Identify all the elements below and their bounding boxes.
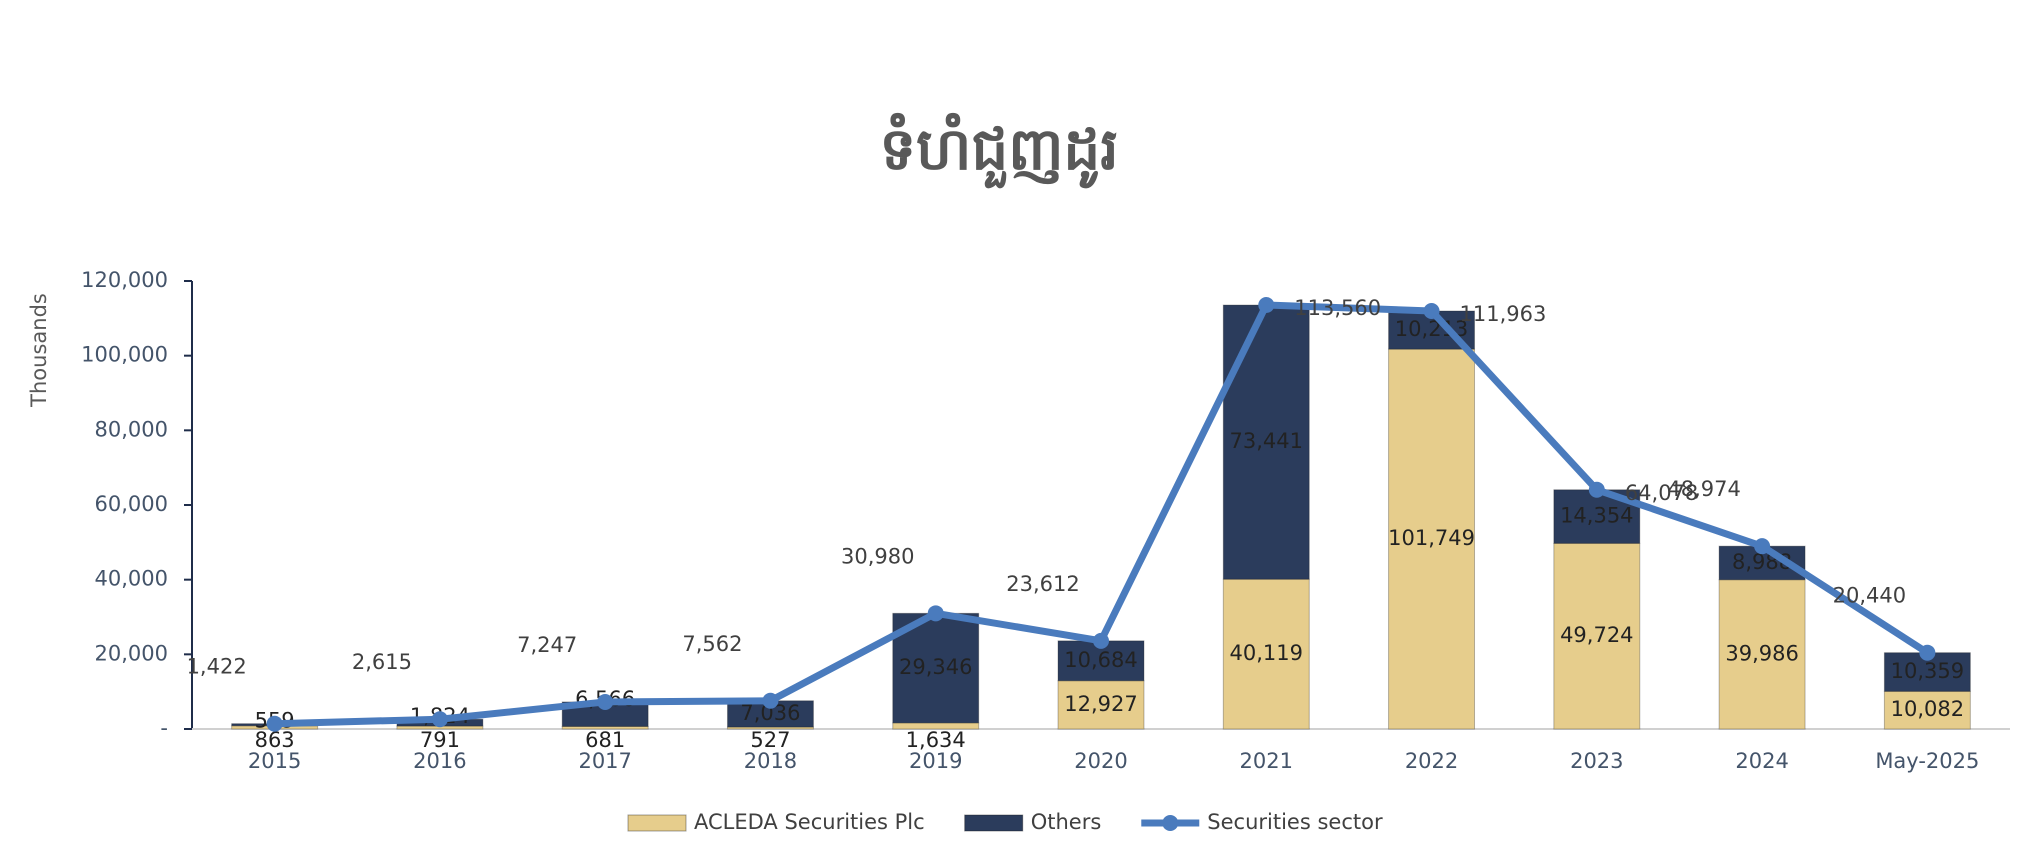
legend-swatch — [964, 814, 1024, 832]
chart-title: ទំហំជួញដូរ — [879, 112, 1118, 189]
line-marker — [762, 692, 779, 709]
data-label: 2,615 — [352, 650, 412, 674]
data-label: 64,078 — [1625, 481, 1698, 505]
data-label: 101,749 — [1388, 526, 1475, 550]
data-label: 12,927 — [1064, 692, 1137, 716]
data-label: 10,082 — [1891, 697, 1964, 721]
data-label: 14,354 — [1560, 504, 1633, 528]
data-label: 791 — [420, 728, 460, 752]
line-marker — [1258, 297, 1275, 314]
legend-swatch — [627, 814, 687, 832]
bar — [892, 612, 980, 724]
line-marker — [927, 605, 944, 622]
data-label: 1,634 — [906, 728, 966, 752]
line-marker — [431, 711, 448, 728]
data-label: 29,346 — [899, 655, 972, 679]
data-label: 30,980 — [841, 544, 914, 568]
line-marker — [1423, 303, 1440, 320]
line-marker — [1588, 481, 1605, 498]
legend-label: Securities sector — [1207, 810, 1383, 834]
y-tick-label: 60,000 — [95, 492, 168, 516]
bar — [1222, 578, 1310, 730]
bar — [1388, 348, 1476, 730]
y-tick-label: 20,000 — [95, 641, 168, 665]
line-marker — [1754, 538, 1771, 555]
x-tick-label: 2015 — [248, 749, 301, 773]
line-marker — [597, 693, 614, 710]
data-label: 1,422 — [187, 655, 247, 679]
line-marker — [1093, 632, 1109, 649]
x-tick-label: 2024 — [1735, 749, 1788, 773]
data-label: 10,684 — [1064, 648, 1137, 672]
data-label: 113,560 — [1294, 296, 1381, 320]
line-marker — [1919, 644, 1936, 661]
bar — [1553, 542, 1641, 730]
data-label: 49,724 — [1560, 623, 1633, 647]
y-tick-label: 80,000 — [95, 417, 168, 441]
data-label: 681 — [585, 728, 625, 752]
legend-label: ACLEDA Securities Plc — [694, 810, 925, 834]
x-tick-label: 2022 — [1405, 749, 1458, 773]
x-tick-label: 2020 — [1074, 749, 1127, 773]
x-tick-label: 2016 — [413, 749, 466, 773]
data-label: 7,562 — [682, 632, 742, 656]
data-label: 40,119 — [1230, 641, 1303, 665]
x-tick-label: 2018 — [744, 749, 797, 773]
x-tick-label: 2019 — [909, 749, 962, 773]
data-label: 73,441 — [1230, 429, 1303, 453]
data-label: 10,359 — [1891, 659, 1964, 683]
y-tick-label: 120,000 — [81, 268, 168, 292]
bar — [1222, 304, 1310, 580]
data-label: 863 — [255, 728, 295, 752]
data-label: 48,974 — [1667, 477, 1740, 501]
x-tick-label: 2017 — [578, 749, 631, 773]
y-axis-label: Thousands — [27, 293, 51, 408]
bar — [1718, 579, 1806, 730]
y-tick-label: 100,000 — [81, 343, 168, 367]
data-label: 23,612 — [1006, 572, 1079, 596]
data-label: 111,963 — [1460, 302, 1547, 326]
y-tick-label: - — [160, 716, 168, 740]
line-marker — [266, 715, 283, 732]
legend-swatch — [1162, 815, 1179, 831]
y-tick-label: 40,000 — [95, 567, 168, 591]
data-label: 7,247 — [517, 633, 577, 657]
x-tick-label: 2023 — [1570, 749, 1623, 773]
data-label: 39,986 — [1725, 641, 1798, 665]
data-label: 527 — [750, 728, 790, 752]
x-tick-label: May-2025 — [1875, 749, 1979, 773]
legend-label: Others — [1031, 810, 1102, 834]
data-label: 20,440 — [1833, 584, 1906, 608]
bar — [1057, 680, 1145, 730]
x-tick-label: 2021 — [1240, 749, 1293, 773]
